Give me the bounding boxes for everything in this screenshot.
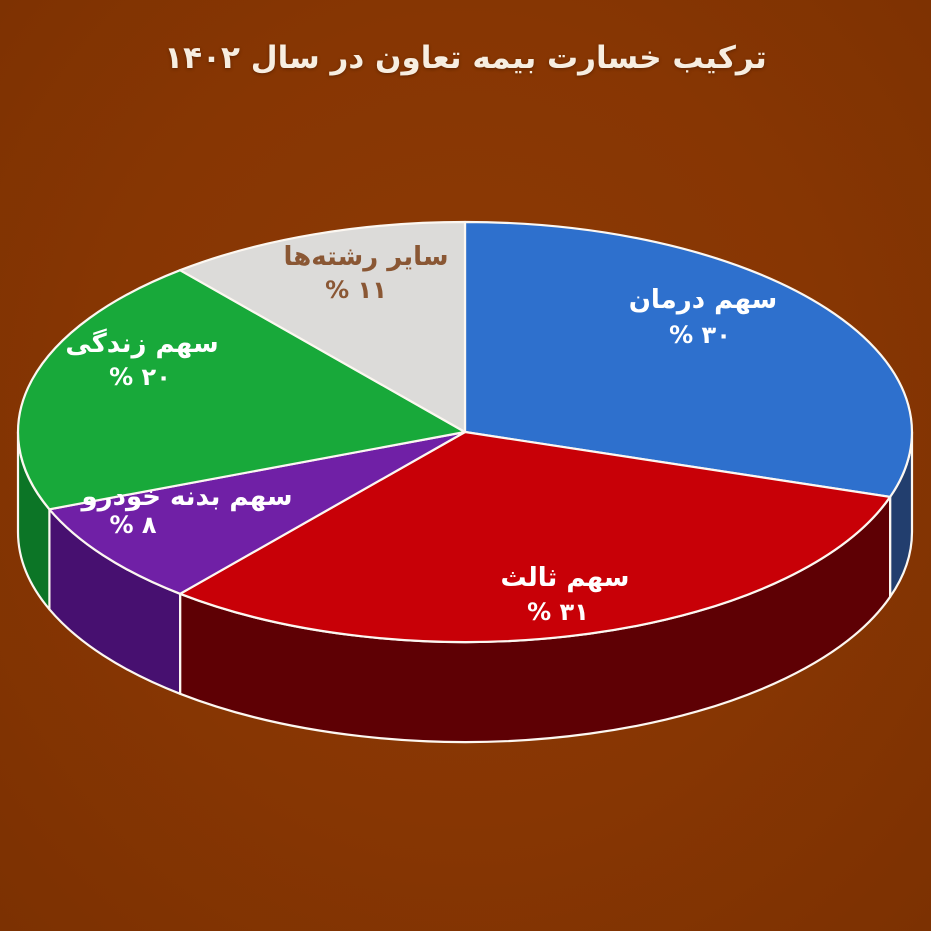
slice-percent-health: % ۳۰ bbox=[669, 321, 731, 349]
slice-percent-third-party: % ۳۱ bbox=[527, 598, 589, 626]
slice-label-third-party: سهم ثالث bbox=[501, 563, 630, 593]
slice-label-life: سهم زندگی bbox=[65, 328, 218, 359]
pie-slice-health bbox=[463, 220, 914, 498]
pie-labels: سهم درمان % ۳۰ سهم ثالث % ۳۱ سهم بدنه خودرو%… bbox=[65, 242, 777, 626]
chart-title: ترکیب خسارت بیمه تعاون در سال ۱۴۰۲ bbox=[164, 40, 767, 76]
pie-slice-others bbox=[179, 220, 467, 434]
slice-percent-others: % ۱۱ bbox=[325, 276, 387, 304]
pie-slice-car-body bbox=[48, 430, 467, 595]
slice-label-health: سهم درمان bbox=[629, 285, 778, 315]
slice-label-car-body: سهم بدنه خودرو bbox=[79, 482, 292, 512]
pie-slice-third-party bbox=[179, 430, 892, 644]
pie-top-faces bbox=[16, 220, 914, 644]
slice-label-others: سایر رشته‌ها bbox=[283, 242, 448, 272]
slice-percent-life: % ۲۰ bbox=[109, 363, 171, 391]
pie-slice-life bbox=[16, 269, 467, 511]
slice-percent-car-body: % ۸ bbox=[109, 511, 156, 539]
